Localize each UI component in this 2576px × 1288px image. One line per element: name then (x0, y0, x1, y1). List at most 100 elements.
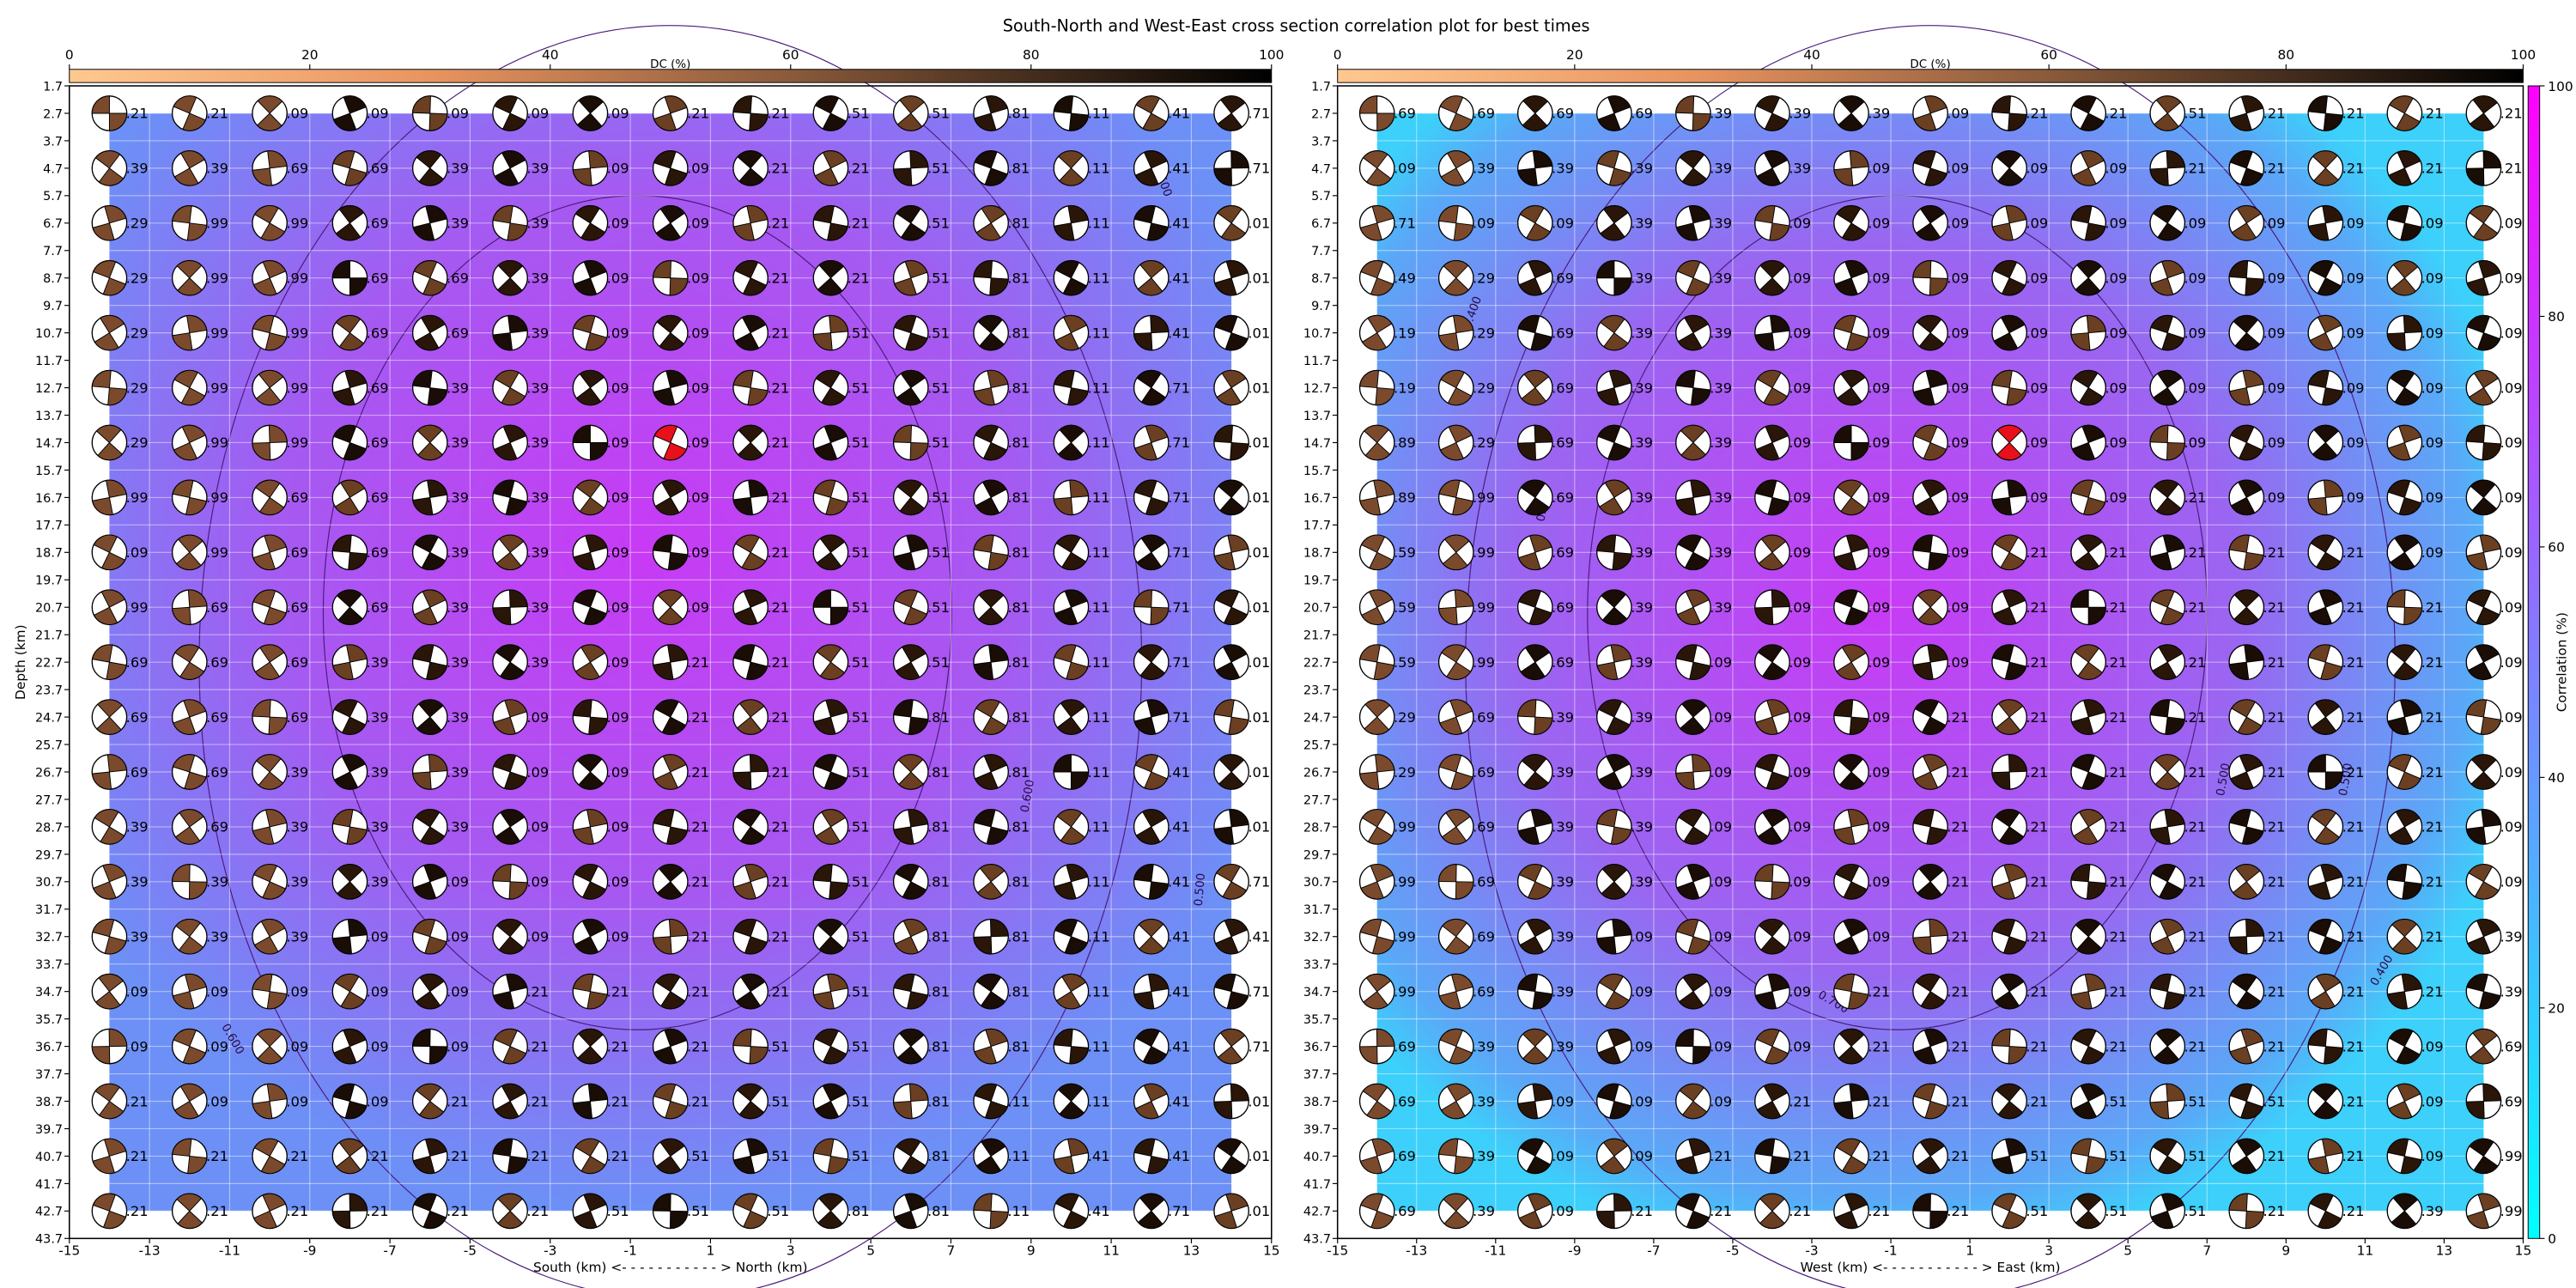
beachball-quadrant (893, 1100, 913, 1120)
beachball-label: .81 (927, 1093, 950, 1109)
beachball-quadrant (1135, 1028, 1160, 1048)
beachball (1516, 479, 1553, 516)
beachball-quadrant (578, 95, 605, 114)
beachball-quadrant (1597, 112, 1621, 131)
beachball (1358, 314, 1395, 351)
beachball-label: .09 (1947, 325, 1969, 341)
beachball-quadrant (662, 754, 687, 773)
beachball-label: .09 (2342, 489, 2365, 506)
x-tick-label: -3 (1805, 1243, 1818, 1259)
beachball-label: .71 (1394, 216, 1416, 232)
beachball-label: .21 (1947, 1038, 1969, 1054)
beachball (1133, 259, 1170, 296)
beachball-quadrant (813, 441, 838, 461)
beachball-label: .51 (848, 599, 870, 616)
beachball-quadrant (1213, 551, 1236, 570)
beachball-label: .21 (848, 270, 870, 286)
beachball (2386, 1138, 2423, 1175)
beachball-quadrant (426, 661, 448, 680)
beachball (1358, 259, 1395, 296)
beachball-label: .39 (1710, 270, 1732, 286)
beachball-quadrant (2388, 167, 2413, 186)
beachball (812, 754, 849, 790)
beachball-label: .09 (2421, 1093, 2444, 1109)
beachball-label: .51 (927, 380, 950, 396)
y-tick-label: 26.7 (1303, 766, 1331, 780)
beachball-quadrant (654, 699, 679, 718)
beachball-quadrant (975, 496, 1000, 516)
beachball-quadrant (1608, 167, 1631, 186)
beachball (2465, 973, 2502, 1010)
beachball-label: .21 (687, 819, 709, 835)
y-tick-label: 24.7 (1303, 711, 1331, 725)
beachball-quadrant (1066, 864, 1089, 883)
y-tick-label: 5.7 (1311, 190, 1331, 204)
x-tick-label: 5 (2123, 1243, 2132, 1259)
beachball-quadrant (2070, 332, 2091, 351)
beachball-label: .69 (2500, 1093, 2523, 1109)
beachball-quadrant (1068, 112, 1090, 131)
beachball-quadrant (1608, 369, 1631, 389)
beachball-label: .09 (367, 106, 389, 122)
y-tick-label: 2.7 (1311, 107, 1331, 121)
beachball-label: .09 (2500, 325, 2523, 341)
beachball (91, 809, 128, 845)
beachball (252, 644, 288, 681)
beachball-label: .51 (767, 1203, 789, 1219)
y-tick-label: 32.7 (35, 931, 63, 945)
beachball-label: .29 (1473, 380, 1495, 396)
correlation-colorbar-tick-label: 60 (2548, 540, 2565, 556)
beachball-label: .51 (848, 434, 870, 451)
beachball-label: .39 (1631, 216, 1653, 232)
beachball-quadrant (822, 1083, 848, 1103)
beachball (2228, 479, 2265, 516)
beachball-quadrant (904, 260, 928, 279)
beachball-quadrant (338, 205, 365, 224)
beachball (1437, 1193, 1474, 1230)
beachball-label: .39 (1552, 709, 1574, 726)
beachball-label: .09 (126, 983, 149, 999)
beachball (1754, 1083, 1790, 1120)
beachball (2307, 1138, 2344, 1175)
beachball-label: .09 (687, 325, 709, 341)
beachball (252, 204, 288, 241)
beachball-label: .09 (1789, 325, 1811, 341)
beachball (1675, 1028, 1711, 1065)
beachball (91, 424, 128, 461)
beachball-quadrant (1376, 112, 1395, 131)
beachball (171, 424, 208, 461)
beachball-quadrant (2161, 332, 2185, 351)
beachball (171, 204, 208, 241)
x-tick-label: 13 (1183, 1243, 1200, 1259)
beachball-label: .21 (2342, 106, 2365, 122)
beachball (1754, 644, 1790, 681)
beachball (1675, 809, 1711, 845)
beachball-quadrant (2150, 277, 2174, 296)
beachball (2149, 809, 2186, 845)
beachball-label: .51 (927, 161, 950, 177)
beachball-label: .59 (1394, 599, 1416, 616)
beachball-label: .39 (447, 380, 469, 396)
beachball (652, 1138, 689, 1175)
beachball-quadrant (94, 809, 119, 828)
beachball (1213, 479, 1249, 516)
beachball-quadrant (507, 314, 528, 334)
beachball (732, 369, 769, 406)
beachball-quadrant (2309, 260, 2335, 279)
beachball-label: .99 (1394, 819, 1416, 835)
dc-colorbar-tick-label: 60 (2040, 47, 2057, 63)
dc-colorbar-tick-label: 60 (782, 47, 799, 63)
beachball-quadrant (1361, 331, 1388, 351)
beachball-label: .09 (1710, 764, 1732, 781)
beachball (812, 1028, 849, 1065)
beachball-label: .69 (1473, 106, 1495, 122)
beachball-label: .19 (1394, 380, 1416, 396)
figure-title: South-North and West-East cross section … (1003, 16, 1590, 36)
beachball-label: .69 (206, 819, 228, 835)
beachball-quadrant (413, 1193, 437, 1212)
beachball-quadrant (331, 534, 352, 553)
beachball-label: .11 (1088, 764, 1110, 781)
y-tick-label: 6.7 (1311, 217, 1331, 231)
beachball-label: .09 (607, 819, 629, 835)
beachball-quadrant (973, 936, 993, 955)
